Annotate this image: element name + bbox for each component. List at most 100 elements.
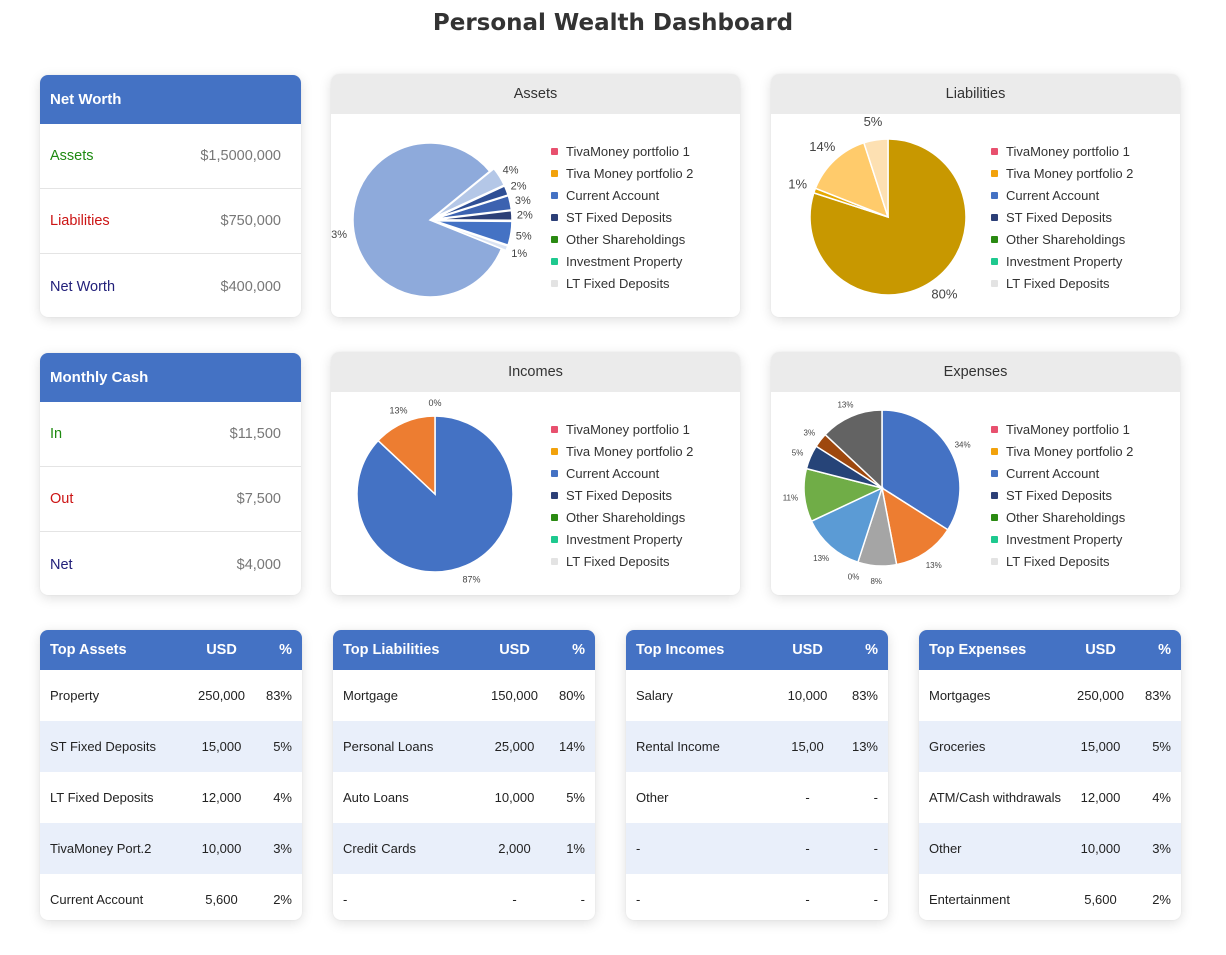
cash-net-row: Net $4,000 (40, 532, 301, 595)
column-header: USD (1085, 642, 1116, 658)
legend-swatch (991, 235, 998, 243)
legend-item: LT Fixed Deposits (551, 550, 693, 572)
table-cell: ST Fixed Deposits (50, 739, 156, 754)
table-cell: 4% (1152, 790, 1171, 805)
legend-label: Tiva Money portfolio 2 (1006, 443, 1134, 459)
table-cell: 15,000 (1080, 739, 1121, 754)
table-cell: Credit Cards (343, 841, 416, 856)
table-cell: - (805, 892, 810, 907)
legend-label: Investment Property (1006, 253, 1123, 269)
legend-item: Tiva Money portfolio 2 (991, 162, 1133, 184)
net-worth-label: Net Worth (50, 278, 116, 295)
legend-label: Current Account (1006, 465, 1100, 481)
legend-item: Current Account (991, 184, 1133, 206)
chart-title: Expenses (771, 352, 1180, 392)
legend-swatch (551, 491, 558, 499)
table-cell: ATM/Cash withdrawals (929, 790, 1061, 805)
table-header: Top Assets USD% (40, 630, 302, 670)
chart-legend: TivaMoney portfolio 1 Tiva Money portfoli… (991, 140, 1133, 294)
legend-swatch (991, 469, 998, 477)
legend-item: TivaMoney portfolio 1 (991, 140, 1133, 162)
chart-legend: TivaMoney portfolio 1 Tiva Money portfoli… (551, 140, 693, 294)
table-cell: 1% (566, 841, 585, 856)
cash-in-label: In (50, 426, 63, 442)
legend-swatch (551, 425, 558, 433)
legend-label: Other Shareholdings (566, 509, 686, 525)
table-cell: 15,000 (201, 739, 242, 754)
table-cell: 83% (851, 688, 878, 703)
pie-data-label: 3% (515, 195, 531, 207)
legend-label: TivaMoney portfolio 1 (566, 143, 690, 159)
chart-body: 83%4%2%3%2%5%1%TivaMoney portfolio 1Tiva… (331, 114, 740, 316)
pie-data-label: 13% (813, 554, 829, 563)
legend-label: ST Fixed Deposits (1006, 209, 1112, 225)
table-row: Entertainment 5,600 2% (919, 874, 1181, 920)
table-row: ST Fixed Deposits 15,000 5% (40, 721, 302, 772)
monthly-cash-card-title: Monthly Cash (40, 353, 301, 402)
pie-slice (434, 194, 513, 220)
table-cell: - (636, 841, 641, 856)
table-row: Rental Income 15,00 13% (626, 721, 888, 772)
pie-data-label: 87% (463, 574, 481, 584)
table-cell: TivaMoney Port.2 (50, 841, 152, 856)
legend-label: Tiva Money portfolio 2 (566, 443, 694, 459)
legend-item: Tiva Money portfolio 2 (991, 440, 1133, 462)
table-cell: 80% (558, 688, 585, 703)
chart-body: 34% 13% 8% 0% 13% 11% 5% 3% 13% TivaMoney portfol… (771, 392, 1180, 594)
legend-item: Other Shareholdings (551, 228, 693, 250)
table-cell: 12,000 (1080, 790, 1121, 805)
legend-label: Tiva Money portfolio 2 (566, 165, 694, 181)
table-cell: Other (636, 790, 669, 805)
table-header: Top Incomes USD% (626, 630, 888, 670)
legend-item: Investment Property (991, 528, 1133, 550)
chart-title: Liabilities (771, 74, 1180, 114)
table-cell: Salary (636, 688, 673, 703)
monthly-cash-card: Monthly Cash In $11,500 Out $7,500 Net $… (40, 353, 301, 595)
legend-swatch (551, 147, 558, 155)
table-cell: - (873, 790, 878, 805)
legend-item: Tiva Money portfolio 2 (551, 440, 693, 462)
column-header: % (1158, 642, 1171, 658)
table-cell: 3% (273, 841, 292, 856)
table-cell: 150,000 (491, 688, 538, 703)
legend-item: TivaMoney portfolio 1 (551, 140, 693, 162)
pie-slice (434, 184, 509, 219)
table-cell: - (512, 892, 517, 907)
column-header: Top Incomes (636, 642, 725, 658)
top-assets-table: Top Assets USD% Property 250,000 83% ST Fixed… (40, 630, 302, 920)
pie-data-label: 0% (848, 572, 860, 581)
pie-data-label: 3% (804, 429, 816, 438)
legend-item: ST Fixed Deposits (991, 484, 1133, 506)
pie-chart: 87% 13% 0% (356, 398, 514, 584)
legend-label: LT Fixed Deposits (1006, 553, 1110, 569)
column-header: % (865, 642, 878, 658)
pie-slice (434, 220, 513, 247)
legend-swatch (991, 447, 998, 455)
pie-data-label: 5% (792, 448, 804, 457)
table-cell: Other (929, 841, 962, 856)
table-row: TivaMoney Port.2 10,000 3% (40, 823, 302, 874)
legend-label: TivaMoney portfolio 1 (1006, 421, 1130, 437)
top-incomes-table: Top Incomes USD% Salary 10,000 83% Rental Inc… (626, 630, 888, 920)
table-cell: 5% (566, 790, 585, 805)
legend-swatch (551, 191, 558, 199)
legend-label: Current Account (1006, 187, 1100, 203)
legend-swatch (991, 425, 998, 433)
legend-swatch (551, 447, 558, 455)
assets-label: Assets (50, 148, 94, 164)
legend-item: Other Shareholdings (991, 506, 1133, 528)
legend-swatch (991, 191, 998, 199)
pie-data-label: 13% (926, 561, 942, 570)
table-cell: 4% (273, 790, 292, 805)
assets-value: $1,5000,000 (200, 148, 281, 164)
legend-label: Current Account (566, 465, 660, 481)
table-header: Top Liabilities USD% (333, 630, 595, 670)
legend-label: TivaMoney portfolio 1 (1006, 143, 1130, 159)
table-cell: 5,600 (205, 892, 238, 907)
pie-data-label: 34% (955, 441, 971, 450)
legend-item: Current Account (551, 184, 693, 206)
pie-data-label: 1% (511, 248, 527, 260)
chart-body: 87% 13% 0% TivaMoney portfolio 1 Tiva Money … (331, 392, 740, 594)
pie-data-label: 14% (809, 139, 835, 154)
pie-data-label: 2% (511, 181, 527, 193)
